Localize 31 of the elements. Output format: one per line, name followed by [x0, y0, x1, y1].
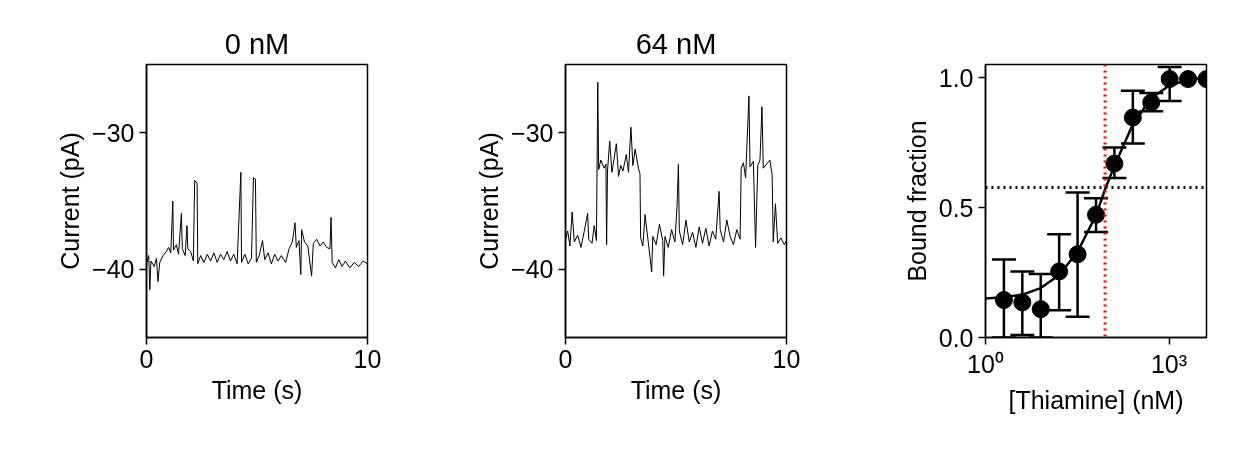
y-tick-label: 0.0: [938, 323, 974, 352]
point: [1179, 70, 1198, 89]
y-tick-label: −30: [511, 118, 554, 147]
x-tick-label: 10³: [1150, 349, 1188, 378]
y-tick-label: 0.5: [938, 193, 974, 222]
x-tick-label: 0: [139, 344, 154, 373]
point: [1031, 300, 1050, 319]
chart-title: 64 nM: [635, 27, 717, 60]
y-axis-title: Bound fraction: [902, 120, 931, 282]
x-axis-title: Time (s): [630, 375, 722, 404]
point: [1105, 154, 1124, 173]
point: [1087, 205, 1105, 224]
y-axis-title: Current (pA): [56, 132, 85, 270]
x-tick-label: 10: [353, 344, 382, 373]
x-tick-label: 0: [558, 344, 573, 373]
chart-title: 0 nM: [224, 27, 290, 60]
point: [1123, 108, 1142, 127]
x-axis-title: Time (s): [211, 375, 303, 404]
y-tick-label: −40: [92, 255, 135, 284]
x-tick-label: 10: [772, 344, 801, 373]
x-axis-title: [Thiamine] (nM): [1008, 385, 1184, 414]
point: [1068, 245, 1087, 264]
point: [1160, 70, 1179, 89]
y-tick-label: −40: [511, 255, 554, 284]
point: [994, 291, 1013, 310]
y-tick-label: 1.0: [938, 63, 974, 92]
y-tick-label: −30: [92, 118, 135, 147]
point: [1050, 262, 1069, 281]
point: [1013, 293, 1032, 312]
x-tick-label: 10⁰: [967, 349, 1004, 378]
y-axis-title: Current (pA): [475, 132, 504, 270]
